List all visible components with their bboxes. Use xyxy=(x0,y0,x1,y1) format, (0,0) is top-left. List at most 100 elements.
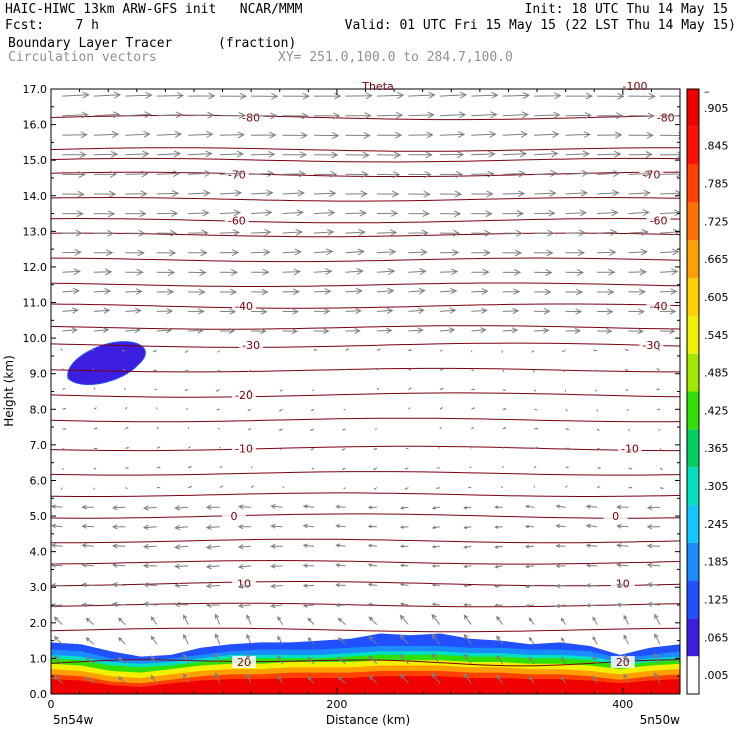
circulation-vector xyxy=(628,268,648,276)
circulation-vector xyxy=(142,543,157,550)
circulation-vector xyxy=(439,268,459,276)
circulation-vector xyxy=(93,387,96,390)
circulation-vector xyxy=(250,466,253,469)
circulation-vector xyxy=(125,467,130,469)
circulation-vector xyxy=(408,229,429,237)
circulation-vector xyxy=(659,328,676,335)
circulation-vector xyxy=(408,171,432,179)
circulation-vector xyxy=(125,229,146,237)
circulation-vector xyxy=(122,368,126,371)
tracer-band xyxy=(51,676,680,694)
circulation-vector xyxy=(524,564,535,569)
circulation-vector xyxy=(341,467,346,470)
circulation-vector xyxy=(646,505,661,511)
circulation-vector xyxy=(399,544,409,548)
circulation-vector xyxy=(156,426,159,430)
colorbar-swatch xyxy=(687,164,699,203)
circulation-vector xyxy=(399,506,409,510)
circulation-vector xyxy=(93,487,95,491)
circulation-vector xyxy=(51,523,63,529)
circulation-vector xyxy=(623,653,629,665)
circulation-vector xyxy=(646,562,661,568)
circulation-vector xyxy=(376,151,402,159)
circulation-vector xyxy=(656,368,661,371)
circulation-vector xyxy=(183,633,189,645)
circulation-vector xyxy=(534,308,551,315)
circulation-vector xyxy=(592,616,598,625)
y-tick-label: 17.0 xyxy=(23,83,48,96)
circulation-vector xyxy=(560,676,567,684)
circulation-vector xyxy=(399,614,409,625)
circulation-vector xyxy=(313,349,318,352)
circulation-vector xyxy=(310,447,315,451)
circulation-vector xyxy=(188,308,205,315)
circulation-vector xyxy=(142,524,157,531)
circulation-vector xyxy=(368,616,378,625)
circulation-vector xyxy=(565,170,590,177)
circulation-vector xyxy=(408,349,413,352)
circulation-vector xyxy=(502,288,521,296)
circulation-vector xyxy=(307,676,315,684)
circulation-vector xyxy=(616,523,629,529)
circulation-vector xyxy=(217,350,221,353)
vector-title: Circulation vectors xyxy=(8,50,157,65)
circulation-vector xyxy=(628,92,656,100)
circulation-vector xyxy=(93,327,110,334)
circulation-vector xyxy=(219,112,247,119)
circulation-vector xyxy=(205,504,220,511)
circulation-vector xyxy=(596,486,601,489)
circulation-vector xyxy=(502,369,505,373)
circulation-vector xyxy=(585,583,598,588)
circulation-vector xyxy=(237,603,252,609)
circulation-vector xyxy=(219,170,244,177)
circulation-vector xyxy=(494,564,503,569)
y-tick-label: 1.0 xyxy=(30,652,48,665)
circulation-vector xyxy=(628,308,646,315)
circulation-vector xyxy=(502,130,529,138)
circulation-vector xyxy=(376,348,381,352)
circulation-vector xyxy=(205,544,220,550)
circulation-vector xyxy=(628,248,649,256)
contour-label-bg xyxy=(224,168,249,181)
circulation-vector xyxy=(142,582,157,588)
circulation-vector xyxy=(565,189,589,197)
y-axis-label: Height (km) xyxy=(2,355,16,426)
circulation-vector xyxy=(408,268,427,276)
contour-label: -80 xyxy=(657,111,675,124)
circulation-vector xyxy=(62,190,85,198)
circulation-vector xyxy=(565,229,587,237)
circulation-vector xyxy=(502,210,525,217)
circulation-vector xyxy=(471,150,496,158)
circulation-vector xyxy=(184,350,189,353)
circulation-vector xyxy=(142,601,157,607)
circulation-vector xyxy=(302,523,315,529)
circulation-vector xyxy=(117,656,126,665)
colorbar-swatch xyxy=(687,126,699,165)
circulation-vector xyxy=(408,151,433,159)
circulation-vector xyxy=(237,583,252,589)
circulation-vector xyxy=(251,248,271,256)
circulation-vector xyxy=(188,229,209,237)
circulation-vector xyxy=(376,171,401,179)
circulation-vector xyxy=(560,637,567,645)
circulation-vector xyxy=(310,408,315,411)
circulation-vector xyxy=(188,269,207,276)
circulation-vector xyxy=(62,327,78,334)
circulation-vector xyxy=(93,229,115,237)
circulation-vector xyxy=(628,209,650,217)
y-tick-label: 11.0 xyxy=(23,297,48,310)
circulation-vector xyxy=(188,189,211,197)
circulation-vector xyxy=(282,268,302,276)
circulation-vector xyxy=(125,111,152,119)
circulation-vector xyxy=(534,189,557,197)
tracer-shading xyxy=(51,341,680,694)
circulation-vector xyxy=(372,467,378,470)
circulation-vector xyxy=(345,209,367,217)
colorbar-label: .425 xyxy=(704,404,729,417)
circulation-vector xyxy=(628,428,630,432)
circulation-vector xyxy=(565,466,570,469)
circulation-vector xyxy=(597,328,613,335)
circulation-vector xyxy=(565,150,591,158)
circulation-vector xyxy=(408,327,424,334)
circulation-vector xyxy=(399,653,409,665)
